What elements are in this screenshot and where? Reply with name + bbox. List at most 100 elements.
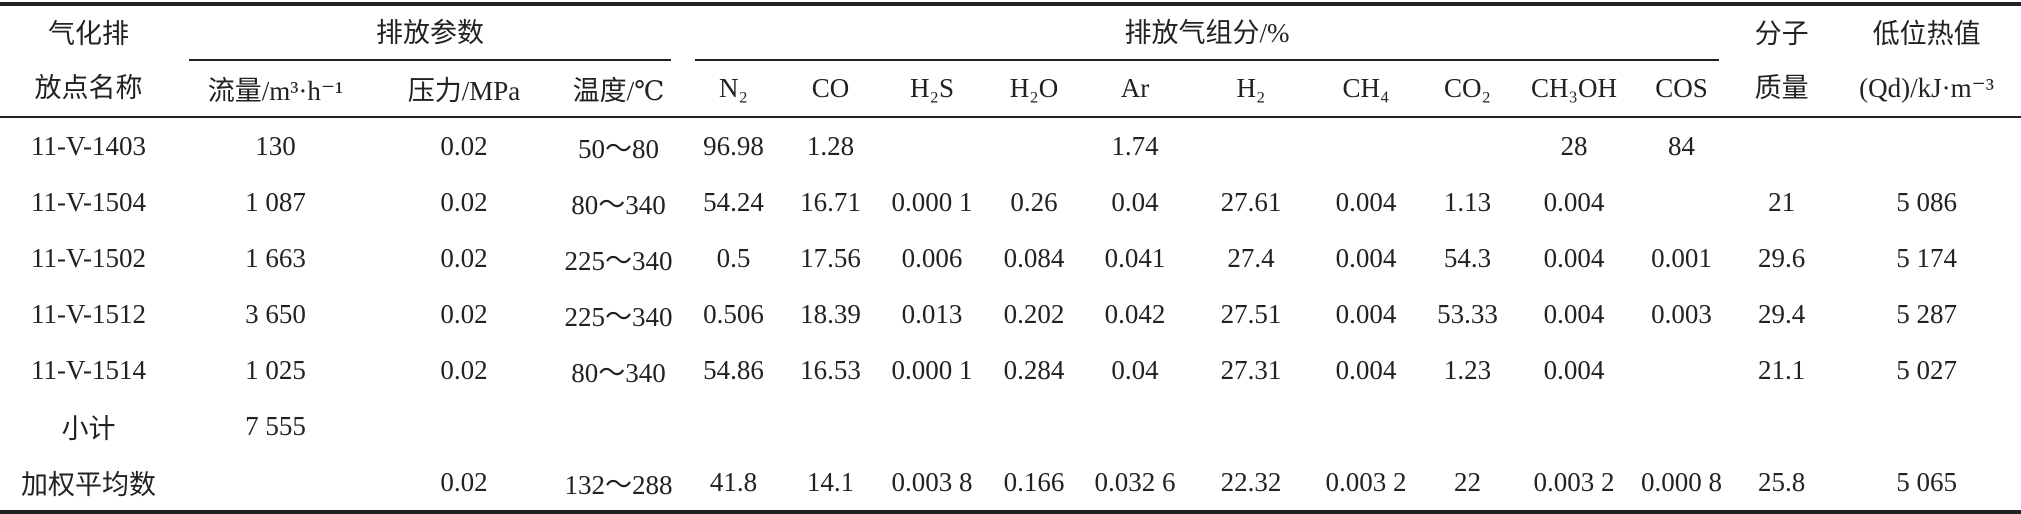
table-cell: 0.004	[1543, 354, 1605, 385]
empty-cell	[877, 117, 987, 174]
table-cell: 0.003	[1651, 298, 1712, 329]
header-line: 质量	[1754, 73, 1809, 103]
empty-cell	[1632, 174, 1731, 230]
table-cell: 0.004	[1335, 242, 1397, 273]
empty-cell	[1419, 398, 1516, 454]
table-cell: 11-V-1512	[30, 298, 146, 329]
table-row: 11-V-1502 1 663 0.02 225～340 0.5 17.56 0.006 0.…	[0, 230, 2021, 286]
table-cell: 0.02	[440, 298, 488, 329]
table-row: 11-V-1512 3 650 0.02 225～340 0.506 18.39 0.013…	[0, 286, 2021, 342]
table-row: 11-V-1504 1 087 0.02 80～340 54.24 16.71 0.000 …	[0, 174, 2021, 230]
table-cell: 1 663	[245, 242, 306, 273]
group-title: 排放参数	[189, 7, 671, 61]
column-header: COS	[1632, 61, 1732, 118]
table-header: 气化排 放点名称 排放参数 排放气组分/% 分子 质量 低位热值 (Qd)/kJ·m⁻³ 流量/…	[0, 4, 2021, 118]
table-cell: 1.28	[806, 130, 855, 161]
table-cell: 5 065	[1896, 466, 1957, 497]
column-header: H₂O	[987, 61, 1081, 118]
table-cell: 27.61	[1220, 186, 1282, 217]
header-group: 排放参数	[177, 4, 683, 61]
table-cell: 0.02	[440, 186, 488, 217]
table-cell: 0.02	[440, 242, 488, 273]
table-cell: 5 174	[1896, 242, 1957, 273]
table-cell: 16.71	[800, 186, 861, 217]
table-cell: 80～340	[571, 357, 666, 388]
table-cell: 84	[1668, 130, 1696, 161]
table-cell: 加权平均数	[21, 469, 156, 500]
table-cell: 小计	[61, 413, 116, 444]
table-body: 11-V-1403 130 0.02 50～80 96.98 1.28 1.74 28 84 11…	[0, 117, 2021, 512]
table-cell: 41.8	[709, 466, 758, 497]
table-cell: 0.166	[1003, 466, 1065, 497]
header-line: 放点名称	[34, 73, 143, 103]
table-cell: 0.000 1	[891, 354, 973, 385]
header-cell: 气化排 放点名称	[0, 4, 177, 118]
table-cell: 54.86	[703, 354, 764, 385]
empty-cell	[1313, 117, 1419, 174]
table-cell: 14.1	[806, 466, 855, 497]
table-cell: 11-V-1403	[30, 130, 146, 161]
table-cell: 16.53	[800, 354, 861, 385]
table-cell: 0.02	[440, 354, 488, 385]
header-line: 分子	[1754, 19, 1809, 49]
column-header: N₂	[683, 61, 784, 118]
table-cell: 0.202	[1003, 298, 1065, 329]
table-cell: 0.004	[1543, 186, 1605, 217]
table-cell: 17.56	[800, 242, 861, 273]
empty-cell	[1832, 117, 2021, 174]
empty-cell	[1632, 398, 1731, 454]
table-cell: 0.004	[1543, 298, 1605, 329]
empty-cell	[877, 398, 987, 454]
column-header: CO	[784, 61, 877, 118]
table-cell: 0.02	[440, 130, 488, 161]
empty-cell	[1189, 398, 1313, 454]
table-row: 小计 7 555	[0, 398, 2021, 454]
table-cell: 22.32	[1220, 466, 1282, 497]
table-cell: 0.041	[1104, 242, 1166, 273]
table-cell: 0.042	[1104, 298, 1166, 329]
table-cell: 28	[1560, 130, 1588, 161]
table-cell: 0.284	[1003, 354, 1065, 385]
table-cell: 0.26	[1010, 186, 1058, 217]
header-group: 排放气组分/%	[683, 4, 1731, 61]
table-cell: 27.31	[1220, 354, 1282, 385]
empty-cell	[1081, 398, 1189, 454]
table-cell: 0.003 2	[1533, 466, 1615, 497]
header-cell: 分子 质量	[1731, 4, 1833, 118]
table-cell: 0.000 8	[1641, 466, 1723, 497]
group-title: 排放气组分/%	[695, 7, 1720, 61]
table-cell: 0.032 6	[1094, 466, 1176, 497]
table-cell: 1.13	[1443, 186, 1492, 217]
table-cell: 0.02	[440, 466, 488, 497]
header-line: 气化排	[48, 19, 129, 49]
table-row: 11-V-1403 130 0.02 50～80 96.98 1.28 1.74 28 84	[0, 117, 2021, 174]
table-cell: 1 025	[245, 354, 306, 385]
table-cell: 80～340	[571, 189, 666, 220]
table-cell: 54.3	[1443, 242, 1492, 273]
table-cell: 0.5	[716, 242, 751, 273]
column-header: 压力/MPa	[374, 61, 554, 118]
table-cell: 53.33	[1437, 298, 1498, 329]
table-cell: 54.24	[703, 186, 764, 217]
table-cell: 27.4	[1227, 242, 1275, 273]
empty-cell	[1632, 342, 1731, 398]
table-cell: 18.39	[800, 298, 861, 329]
table-cell: 1.74	[1111, 130, 1159, 161]
table-cell: 1.23	[1443, 354, 1492, 385]
empty-cell	[1832, 398, 2021, 454]
column-header: 流量/m³·h⁻¹	[177, 61, 374, 118]
column-header: CH₃OH	[1516, 61, 1632, 118]
table-cell: 5 027	[1896, 354, 1957, 385]
empty-cell	[554, 398, 683, 454]
column-header: Ar	[1081, 61, 1189, 118]
table-cell: 0.506	[703, 298, 764, 329]
table-cell: 0.004	[1335, 186, 1397, 217]
header-line: (Qd)/kJ·m⁻³	[1859, 73, 1995, 103]
empty-cell	[177, 454, 374, 512]
column-header: CO₂	[1419, 61, 1516, 118]
table-cell: 0.013	[901, 298, 963, 329]
table-cell: 0.004	[1543, 242, 1605, 273]
table-cell: 3 650	[245, 298, 306, 329]
table-cell: 0.001	[1651, 242, 1712, 273]
table-cell: 27.51	[1220, 298, 1282, 329]
